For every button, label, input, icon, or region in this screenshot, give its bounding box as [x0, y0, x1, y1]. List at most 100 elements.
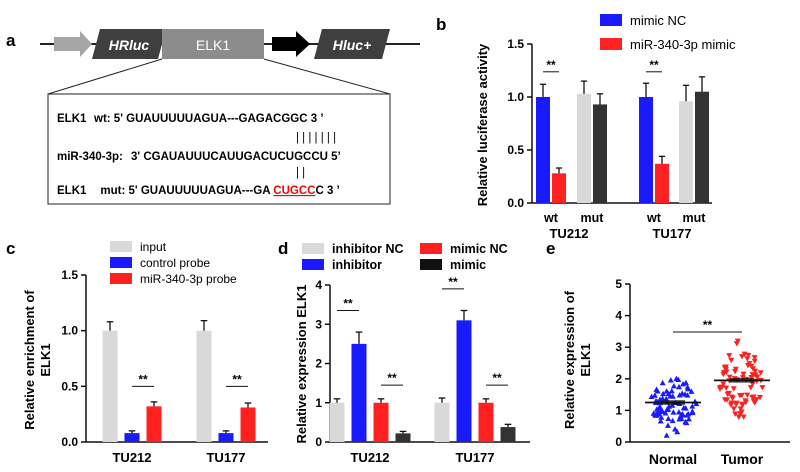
panel-e-point — [729, 395, 736, 402]
panel-e-point — [665, 415, 672, 422]
panel-e-point — [739, 354, 746, 360]
panel-e-tick-label: 3 — [615, 340, 622, 354]
panel-e-point — [689, 409, 696, 416]
panel-e-point — [675, 376, 682, 383]
panel-e-point — [679, 390, 686, 396]
panel-b-letter: b — [436, 15, 446, 34]
panel-b-bar — [679, 101, 693, 203]
panel-e-point — [683, 419, 690, 426]
panel-b-bar — [552, 173, 566, 203]
panel-e-point — [751, 400, 758, 406]
elk1-label: ELK1 — [196, 37, 230, 53]
legend-swatch-mimic-nc-d — [420, 243, 442, 254]
panel-d-bar — [500, 427, 516, 442]
panel-e-point — [664, 422, 671, 428]
panel-b-tick-label: 0.5 — [507, 143, 524, 157]
panel-e-point — [733, 341, 740, 347]
panel-e-point — [658, 414, 665, 420]
panel-c-sig-label: ** — [232, 372, 242, 386]
panel-e-tick-label: 2 — [615, 372, 622, 386]
panel-e-point — [732, 366, 739, 373]
panel-e-point — [723, 385, 730, 391]
panel-b-ylabel: Relative luciferase activity — [475, 43, 490, 206]
panel-d-tick-label: 2 — [315, 357, 322, 371]
panel-e-point — [750, 394, 757, 400]
panel-e-ylabel-line1: Relative expression of — [562, 290, 577, 429]
panel-c-ylabel-line2: ELK1 — [38, 343, 53, 376]
panel-b-bar — [593, 104, 607, 203]
panel-c-bar — [102, 330, 118, 442]
panel-b-tick-label: 0.0 — [507, 196, 524, 210]
panel-b-bar — [695, 91, 709, 203]
panel-e-point — [670, 409, 677, 415]
panel-e-point — [742, 399, 749, 406]
panel-e-point — [752, 368, 759, 375]
panel-e-letter: e — [546, 239, 555, 258]
panel-d: d inhibitor NC mimic NC inhibitor mimic … — [278, 239, 530, 465]
panel-d-bar — [434, 402, 450, 442]
panel-e-point — [759, 385, 766, 391]
legend-label-mimic-nc: mimic NC — [630, 13, 686, 28]
panel-b-sub-mut-1: mut — [581, 211, 605, 225]
panel-b-bar — [577, 93, 591, 203]
panel-e-point — [658, 408, 665, 414]
panel-d-bar — [351, 343, 367, 442]
panel-d-sig-label: ** — [492, 371, 502, 385]
panel-e-point — [723, 369, 730, 376]
panel-b-sig-label: ** — [649, 58, 659, 72]
panel-e-point — [757, 370, 764, 376]
panel-b-sub-mut-2: mut — [683, 211, 707, 225]
panel-b-group-tu212: TU212 — [549, 226, 588, 241]
panel-b-tick-label: 1.0 — [507, 90, 524, 104]
legend-label-mimic: mimic — [450, 258, 486, 272]
panel-d-letter: d — [278, 239, 288, 258]
panel-e-point — [754, 374, 761, 380]
legend-label-input: input — [140, 240, 167, 254]
panel-c-tick-label: 0.0 — [61, 435, 78, 449]
panel-c-ylabel-line1: Relative enrichment of — [22, 290, 37, 430]
panel-e-point — [680, 404, 687, 411]
panel-e-ylabel-line2: ELK1 — [578, 343, 593, 376]
panel-d-tick-label: 1 — [315, 396, 322, 410]
panel-e-tick-label: 5 — [615, 277, 622, 291]
panel-e-tick-label: 0 — [615, 435, 622, 449]
panel-e-point — [747, 385, 754, 391]
legend-swatch-control-probe — [110, 257, 132, 268]
panel-e-point — [744, 392, 751, 399]
panel-c: c input control probe miR-340-3p probe R… — [6, 239, 268, 465]
panel-c-bars: ** ** — [102, 319, 256, 442]
panel-e-point — [670, 383, 677, 389]
sequence-box — [47, 93, 391, 205]
panel-e-point — [738, 401, 745, 408]
legend-label-inhibitor-nc: inhibitor NC — [332, 242, 404, 256]
panel-a: a HRluc ELK1 Hluc+ ELK1 wt: 5' GUAUUUUUA… — [6, 29, 420, 205]
elk1-box — [162, 29, 264, 59]
panel-e-point — [740, 414, 747, 420]
panel-d-tick-label: 0 — [315, 435, 322, 449]
hrluc-box — [92, 29, 166, 59]
panel-c-axes: 0.0 0.5 1.0 1.5 — [61, 268, 268, 449]
panel-c-bar — [196, 330, 212, 442]
panel-e-tick-label: 1 — [615, 403, 622, 417]
zoom-line-right — [263, 58, 391, 95]
mut-seq-c: C 3 ’ — [315, 185, 339, 197]
panel-e-ylabel: Relative expression ofELK1 — [562, 290, 593, 429]
panel-e-point — [668, 387, 675, 394]
panel-e-point — [693, 400, 700, 407]
panel-e-point — [663, 388, 670, 394]
panel-e-point — [669, 402, 676, 408]
hluc-box — [314, 29, 390, 59]
legend-swatch-inhibitor-nc — [302, 243, 324, 254]
panel-d-tick-label: 4 — [315, 278, 322, 292]
panel-e-point — [677, 413, 684, 419]
panel-e-point — [720, 371, 727, 378]
mut-sequence-line: ELK1 mut: 5' GUAUUUUUAGUA---GA CUGCCC 3 ’ — [57, 185, 340, 197]
panel-e-point — [720, 381, 727, 387]
panel-b-group-tu177: TU177 — [652, 226, 691, 241]
panel-e-point — [657, 418, 664, 424]
panel-e-point — [730, 386, 737, 392]
wt-label: ELK1 — [57, 113, 87, 125]
panel-e-point — [735, 414, 742, 420]
panel-e-point — [675, 409, 682, 415]
